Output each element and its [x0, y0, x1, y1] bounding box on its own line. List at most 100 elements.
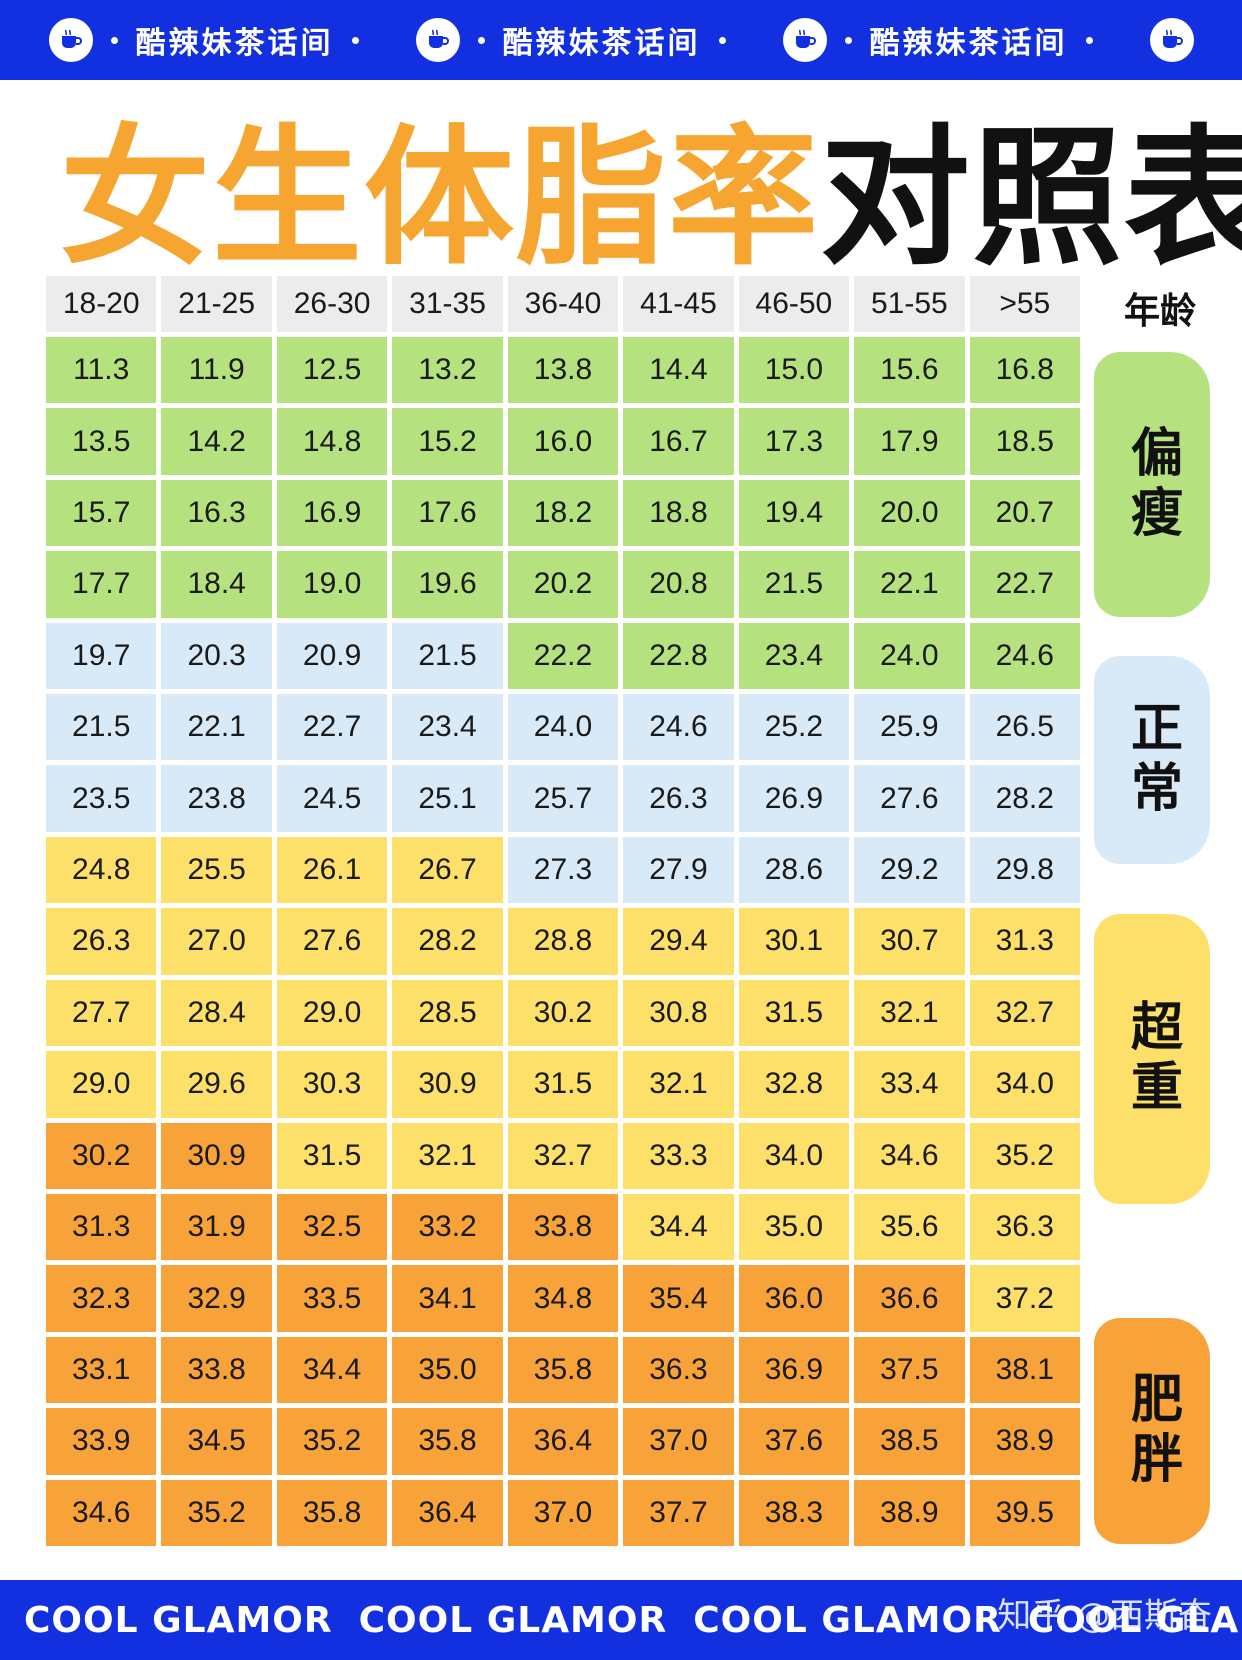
table-cell: 32.1 [623, 1051, 734, 1118]
coffee-cup-icon [415, 18, 460, 62]
table-cell: 27.7 [46, 979, 157, 1047]
table-cell: 36.4 [392, 1479, 503, 1546]
table-cell: 36.9 [738, 1336, 850, 1404]
table-cell: 30.2 [46, 1122, 157, 1189]
footer-text: COOL GLAMOR [358, 1599, 668, 1641]
table-cell: 29.4 [623, 908, 734, 975]
table-cell: 32.5 [276, 1193, 388, 1261]
table-cell: 25.7 [507, 765, 619, 832]
table-cell: 18.5 [969, 408, 1080, 475]
table-cell: 32.7 [969, 979, 1080, 1047]
table-cell: 24.0 [854, 622, 965, 690]
table-cell: 15.7 [46, 479, 157, 547]
category-obese-label: 肥胖 [1121, 1371, 1182, 1491]
banner-text: 酷辣妹茶话间 [135, 26, 334, 61]
table-cell: 28.2 [969, 765, 1080, 832]
table-cell: 26.1 [276, 836, 388, 904]
table-cell: 35.8 [507, 1336, 619, 1404]
age-group-header: 41-45 [623, 276, 734, 332]
banner-unit: 酷辣妹茶话间 [48, 18, 359, 62]
dot-separator [351, 36, 359, 44]
coffee-cup-icon [48, 18, 93, 62]
table-cell: 28.4 [161, 979, 272, 1047]
table-cell: 26.7 [392, 836, 503, 904]
table-cell: 16.3 [161, 479, 272, 547]
body-fat-table: 18-20 21-25 26-30 31-35 36-40 41-45 46-50 51-55… [46, 276, 1080, 1546]
table-cell: 35.6 [854, 1193, 965, 1261]
table-cell: 32.3 [46, 1265, 157, 1332]
table-cell: 13.2 [392, 337, 503, 404]
watermark: 知乎 @西斯奋 [997, 1596, 1212, 1636]
table-cell: 25.9 [854, 694, 965, 761]
table-cell: 36.4 [507, 1408, 619, 1475]
dot-separator [1085, 36, 1093, 44]
table-cell: 37.5 [854, 1336, 965, 1404]
table-cell: 23.4 [392, 694, 503, 761]
dot-separator [844, 36, 852, 44]
table-cell: 32.9 [161, 1265, 272, 1332]
table-cell: 32.1 [392, 1122, 503, 1189]
table-cell: 26.9 [738, 765, 850, 832]
banner-unit: 酷辣妹茶话间 [782, 18, 1093, 62]
table-cell: 31.5 [276, 1122, 388, 1189]
table-cell: 35.0 [392, 1336, 503, 1404]
footer-text: COOL GLAMOR [1027, 1599, 1242, 1641]
table-cell: 30.9 [161, 1122, 272, 1189]
table-cell: 37.0 [507, 1479, 619, 1546]
table-cell: 19.0 [276, 551, 388, 618]
table-cell: 27.6 [854, 765, 965, 832]
dot-separator [477, 36, 485, 44]
table-cell: 18.8 [623, 479, 734, 547]
table-cell: 18.2 [507, 479, 619, 547]
table-cell: 35.2 [161, 1479, 272, 1546]
table-cell: 34.1 [392, 1265, 503, 1332]
table-cell: 38.9 [969, 1408, 1080, 1475]
table-cell: 28.5 [392, 979, 503, 1047]
table-cell: 32.1 [854, 979, 965, 1047]
category-thin-label: 偏瘦 [1121, 424, 1182, 545]
table-cell: 23.8 [161, 765, 272, 832]
table-cell: 35.8 [276, 1479, 388, 1546]
table-cell: 30.2 [507, 979, 619, 1047]
banner-unit: 酷辣妹茶话间 [415, 18, 726, 62]
table-cell: 24.6 [623, 694, 734, 761]
table-cell: 16.7 [623, 408, 734, 475]
table-cell: 17.9 [854, 408, 965, 475]
title-rest: 对照表 [820, 111, 1242, 286]
table-cell: 12.5 [276, 337, 388, 404]
table-cell: 17.3 [738, 408, 850, 475]
age-group-header: 18-20 [46, 276, 157, 332]
table-cell: 20.8 [623, 551, 734, 618]
table-cell: 25.1 [392, 765, 503, 832]
table-cell: 33.8 [161, 1336, 272, 1404]
table-cell: 34.0 [969, 1051, 1080, 1118]
table-cell: 33.5 [276, 1265, 388, 1332]
footer-text: COOL GLAMOR [24, 1599, 333, 1641]
table-cell: 20.0 [854, 479, 965, 547]
table-cell: 26.5 [969, 694, 1080, 761]
table-cell: 20.3 [161, 622, 272, 690]
table-cell: 34.8 [507, 1265, 619, 1332]
table-cell: 22.1 [161, 694, 272, 761]
table-cell: 33.1 [46, 1336, 157, 1404]
table-cell: 26.3 [46, 908, 157, 975]
table-cell: 13.8 [507, 337, 619, 404]
dot-separator [110, 36, 118, 44]
table-cell: 16.0 [507, 408, 619, 475]
table-cell: 14.8 [276, 408, 388, 475]
table-cell: 35.2 [969, 1122, 1080, 1189]
age-group-header: 51-55 [854, 276, 965, 332]
table-cell: 38.3 [738, 1479, 850, 1546]
age-group-header: 31-35 [392, 276, 503, 332]
table-cell: 35.4 [623, 1265, 734, 1332]
category-normal-label: 正常 [1121, 700, 1182, 820]
table-cell: 35.2 [276, 1408, 388, 1475]
table-cell: 28.2 [392, 908, 503, 975]
table-cell: 37.2 [969, 1265, 1080, 1332]
table-cell: 24.5 [276, 765, 388, 832]
table-cell: 32.7 [507, 1122, 619, 1189]
table-cell: 26.3 [623, 765, 734, 832]
table-cell: 22.7 [276, 694, 388, 761]
table-cell: 37.6 [738, 1408, 850, 1475]
table-cell: 22.7 [969, 551, 1080, 618]
